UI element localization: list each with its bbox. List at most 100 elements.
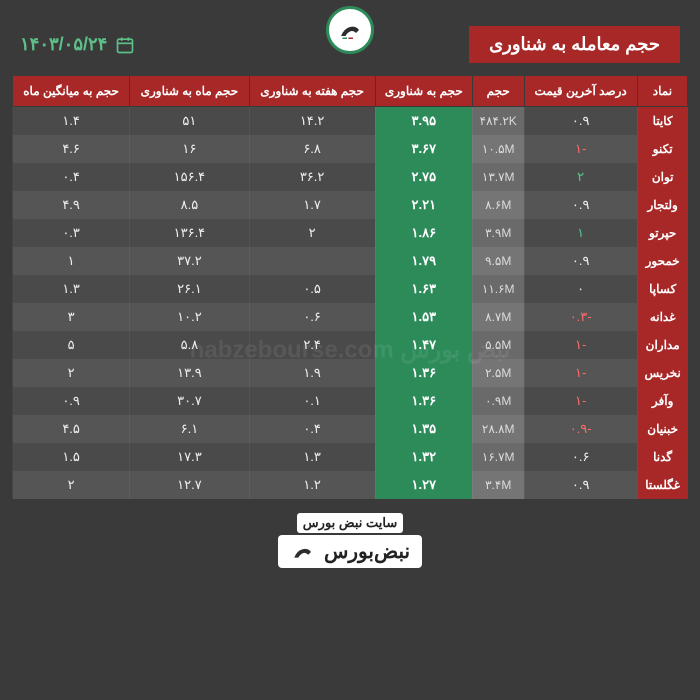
cell: ۱.۴۷ (375, 331, 472, 359)
cell: ۸.۶M (472, 191, 524, 219)
cell: ۱ (524, 219, 637, 247)
col-header: درصد آخرین قیمت (524, 76, 637, 107)
data-table-wrap: نماددرصد آخرین قیمتحجمحجم به شناوریحجم ه… (0, 75, 700, 499)
cell: تکنو (637, 135, 687, 163)
cell: ۳۷.۲ (130, 247, 249, 275)
table-body: کایتا۰.۹۴۸۴.۲K۳.۹۵۱۴.۲۵۱۱.۴تکنو-۱۱۰.۵M۳.… (13, 107, 688, 500)
cell: ۶.۸ (249, 135, 375, 163)
cell: -۰.۹ (524, 415, 637, 443)
cell: ۱.۹ (249, 359, 375, 387)
cell: ۱.۵۳ (375, 303, 472, 331)
cell: ۰.۹M (472, 387, 524, 415)
cell: نخریس (637, 359, 687, 387)
cell: ۱۰.۲ (130, 303, 249, 331)
table-header-row: نماددرصد آخرین قیمتحجمحجم به شناوریحجم ه… (13, 76, 688, 107)
cell: -۱ (524, 331, 637, 359)
date-box: ۱۴۰۳/۰۵/۲۴ (20, 34, 135, 55)
cell: ۴۸۴.۲K (472, 107, 524, 136)
cell: ۲ (524, 163, 637, 191)
cell: کساپا (637, 275, 687, 303)
cell: ۰.۹ (13, 387, 130, 415)
data-table: نماددرصد آخرین قیمتحجمحجم به شناوریحجم ه… (12, 75, 688, 499)
cell: ۳.۴M (472, 471, 524, 499)
cell: غگلستا (637, 471, 687, 499)
page-title: حجم معامله به شناوری (469, 26, 680, 63)
table-row: کساپا۰۱۱.۶M۱.۶۳۰.۵۲۶.۱۱.۳ (13, 275, 688, 303)
table-row: نخریس-۱۲.۵M۱.۳۶۱.۹۱۳.۹۲ (13, 359, 688, 387)
cell: ۳۶.۲ (249, 163, 375, 191)
cell: ۱.۳ (13, 275, 130, 303)
cell: ۱۰.۵M (472, 135, 524, 163)
cell: ۲ (13, 471, 130, 499)
cell: ۰.۹ (524, 191, 637, 219)
col-header: حجم به شناوری (375, 76, 472, 107)
bull-icon (290, 542, 318, 562)
cell: ۱.۳۶ (375, 387, 472, 415)
cell: ۱۶.۷M (472, 443, 524, 471)
cell: ۱ (13, 247, 130, 275)
cell: -۱ (524, 359, 637, 387)
cell: ۰ (524, 275, 637, 303)
cell: گدنا (637, 443, 687, 471)
cell: ۱.۴ (13, 107, 130, 136)
cell: ۵۱ (130, 107, 249, 136)
table-row: غگلستا۰.۹۳.۴M۱.۲۷۱.۲۱۲.۷۲ (13, 471, 688, 499)
cell: ۵.۸ (130, 331, 249, 359)
cell: ۰.۶ (249, 303, 375, 331)
cell: ۵ (13, 331, 130, 359)
cell: ولتجار (637, 191, 687, 219)
table-row: گدنا۰.۶۱۶.۷M۱.۳۲۱.۳۱۷.۳۱.۵ (13, 443, 688, 471)
cell: مداران (637, 331, 687, 359)
cell: ۱.۳۲ (375, 443, 472, 471)
cell: ۱.۳۶ (375, 359, 472, 387)
cell: ۱.۳۵ (375, 415, 472, 443)
cell: ۲.۲۱ (375, 191, 472, 219)
cell: ۲ (249, 219, 375, 247)
cell: ۲.۵M (472, 359, 524, 387)
cell: ۱.۵ (13, 443, 130, 471)
cell: ۹.۵M (472, 247, 524, 275)
cell: ۲.۴ (249, 331, 375, 359)
cell: ۱.۲ (249, 471, 375, 499)
cell: -۱ (524, 135, 637, 163)
cell: ۱۳.۷M (472, 163, 524, 191)
calendar-icon (115, 35, 135, 55)
brand-logo (326, 6, 374, 54)
cell: خبنیان (637, 415, 687, 443)
cell: ۱.۲۷ (375, 471, 472, 499)
table-row: وآفر-۱۰.۹M۱.۳۶۰.۱۳۰.۷۰.۹ (13, 387, 688, 415)
cell: ۰.۴ (249, 415, 375, 443)
cell: -۱ (524, 387, 637, 415)
cell: ۳.۶۷ (375, 135, 472, 163)
cell: توان (637, 163, 687, 191)
cell: ۱.۸۶ (375, 219, 472, 247)
header (0, 0, 700, 20)
cell: ۱۶ (130, 135, 249, 163)
cell: ۱۳.۹ (130, 359, 249, 387)
cell: ۴.۹ (13, 191, 130, 219)
table-row: غدانه-۰.۳۸.۷M۱.۵۳۰.۶۱۰.۲۳ (13, 303, 688, 331)
cell: ۲ (13, 359, 130, 387)
cell: ۳۰.۷ (130, 387, 249, 415)
cell: ۸.۷M (472, 303, 524, 331)
cell: وآفر (637, 387, 687, 415)
col-header: حجم ماه به شناوری (130, 76, 249, 107)
table-row: مداران-۱۵.۵M۱.۴۷۲.۴۵.۸۵ (13, 331, 688, 359)
table-row: تکنو-۱۱۰.۵M۳.۶۷۶.۸۱۶۴.۶ (13, 135, 688, 163)
cell: ۲.۷۵ (375, 163, 472, 191)
cell: ۱.۶۳ (375, 275, 472, 303)
cell: ۰.۱ (249, 387, 375, 415)
cell: ۰.۵ (249, 275, 375, 303)
col-header: حجم به میانگین ماه (13, 76, 130, 107)
cell: ۰.۹ (524, 247, 637, 275)
table-row: کایتا۰.۹۴۸۴.۲K۳.۹۵۱۴.۲۵۱۱.۴ (13, 107, 688, 136)
cell: ۱۴.۲ (249, 107, 375, 136)
table-row: ولتجار۰.۹۸.۶M۲.۲۱۱.۷۸.۵۴.۹ (13, 191, 688, 219)
cell: ۱۳۶.۴ (130, 219, 249, 247)
cell: خمحور (637, 247, 687, 275)
cell: ۸.۵ (130, 191, 249, 219)
cell: ۳ (13, 303, 130, 331)
cell: ۳.۹M (472, 219, 524, 247)
footer-brand: نبض‌بورس (278, 535, 422, 568)
cell: ۱۷.۳ (130, 443, 249, 471)
